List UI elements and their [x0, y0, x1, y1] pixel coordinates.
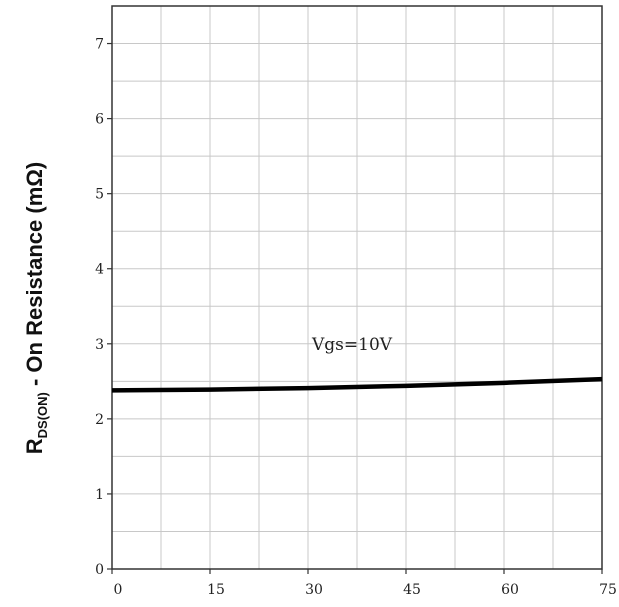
y-tick-label: 7 — [95, 37, 104, 53]
y-tick-label: 4 — [95, 262, 104, 278]
plot-area-frame — [111, 5, 603, 570]
y-tick-label: 3 — [95, 337, 104, 353]
series-label: Vgs=10V — [311, 335, 393, 355]
y-axis-label-rest: - On Resistance (mΩ) — [22, 162, 47, 392]
y-tick-label: 5 — [95, 187, 104, 203]
grid — [111, 5, 603, 570]
y-axis-label: RDS(ON) - On Resistance (mΩ) — [22, 162, 50, 454]
y-tick-label: 0 — [95, 562, 104, 578]
x-tick-label: 30 — [305, 582, 323, 598]
x-tick-label: 60 — [501, 582, 519, 598]
x-tick-label: 75 — [599, 582, 617, 598]
y-tick-label: 6 — [95, 112, 104, 128]
y-axis-label-subscript: DS(ON) — [35, 392, 50, 438]
y-tick-label: 1 — [95, 487, 104, 503]
y-axis-label-main: R — [22, 438, 47, 454]
series-line — [111, 376, 603, 393]
x-tick-label: 0 — [114, 582, 123, 598]
x-tick-label: 15 — [207, 582, 225, 598]
x-tick-label: 45 — [403, 582, 421, 598]
x-ticks: 0 15 30 45 60 75 — [111, 569, 617, 598]
y-ticks: 0 1 2 3 4 5 6 7 — [95, 37, 112, 578]
series: Vgs=10V — [111, 335, 603, 393]
y-tick-label: 2 — [95, 412, 104, 428]
